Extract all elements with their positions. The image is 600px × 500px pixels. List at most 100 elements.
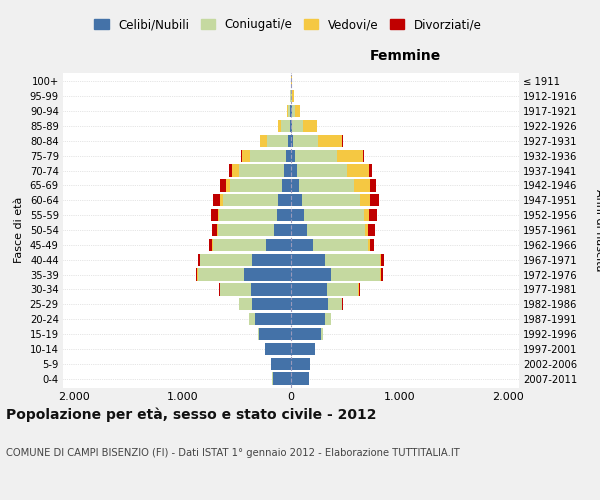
Bar: [347, 164, 368, 176]
Bar: [331, 268, 380, 280]
Bar: [304, 209, 364, 221]
Bar: [250, 150, 286, 162]
Bar: [291, 150, 295, 162]
Bar: [307, 224, 365, 236]
Bar: [302, 194, 361, 206]
Bar: [260, 135, 266, 147]
Bar: [293, 135, 318, 147]
Text: COMUNE DI CAMPI BISENZIO (FI) - Dati ISTAT 1° gennaio 2012 - Elaborazione TUTTIT: COMUNE DI CAMPI BISENZIO (FI) - Dati IST…: [6, 448, 460, 458]
Bar: [251, 284, 291, 296]
Bar: [381, 254, 384, 266]
Bar: [295, 105, 300, 117]
Bar: [196, 268, 197, 280]
Bar: [318, 135, 342, 147]
Bar: [242, 150, 250, 162]
Bar: [211, 209, 218, 221]
Bar: [220, 284, 251, 296]
Bar: [197, 268, 244, 280]
Bar: [291, 284, 327, 296]
Bar: [291, 209, 304, 221]
Legend: Celibi/Nubili, Coniugati/e, Vedovi/e, Divorziati/e: Celibi/Nubili, Coniugati/e, Vedovi/e, Di…: [89, 14, 487, 36]
Bar: [291, 120, 292, 132]
Bar: [327, 284, 358, 296]
Bar: [239, 164, 284, 176]
Bar: [362, 150, 364, 162]
Bar: [380, 254, 381, 266]
Bar: [359, 284, 360, 296]
Bar: [368, 164, 373, 176]
Bar: [370, 180, 376, 192]
Bar: [226, 180, 230, 192]
Bar: [370, 194, 379, 206]
Bar: [220, 180, 226, 192]
Bar: [278, 194, 291, 206]
Bar: [291, 239, 313, 251]
Bar: [299, 180, 354, 192]
Bar: [325, 313, 331, 325]
Bar: [288, 105, 290, 117]
Bar: [291, 372, 309, 384]
Bar: [291, 254, 325, 266]
Bar: [291, 194, 302, 206]
Bar: [288, 135, 291, 147]
Bar: [218, 224, 274, 236]
Bar: [239, 298, 253, 310]
Bar: [259, 328, 291, 340]
Bar: [369, 209, 377, 221]
Bar: [291, 164, 297, 176]
Bar: [217, 224, 218, 236]
Bar: [249, 313, 254, 325]
Bar: [253, 298, 291, 310]
Bar: [295, 150, 337, 162]
Bar: [229, 164, 232, 176]
Text: Femmine: Femmine: [370, 49, 440, 63]
Bar: [380, 268, 383, 280]
Bar: [214, 194, 220, 206]
Bar: [291, 328, 322, 340]
Bar: [220, 209, 277, 221]
Bar: [342, 135, 343, 147]
Bar: [272, 372, 291, 384]
Bar: [292, 105, 295, 117]
Bar: [291, 343, 315, 355]
Bar: [313, 239, 368, 251]
Bar: [291, 180, 299, 192]
Bar: [253, 254, 291, 266]
Y-axis label: Fasce di età: Fasce di età: [14, 197, 24, 263]
Bar: [364, 209, 369, 221]
Bar: [200, 254, 253, 266]
Bar: [213, 239, 266, 251]
Bar: [274, 224, 291, 236]
Bar: [291, 224, 307, 236]
Bar: [365, 224, 368, 236]
Bar: [271, 358, 291, 370]
Bar: [278, 120, 281, 132]
Bar: [290, 120, 291, 132]
Bar: [254, 313, 291, 325]
Bar: [292, 90, 294, 102]
Bar: [337, 150, 362, 162]
Bar: [361, 194, 370, 206]
Bar: [220, 194, 223, 206]
Bar: [258, 328, 259, 340]
Bar: [368, 224, 374, 236]
Bar: [325, 254, 380, 266]
Bar: [297, 164, 347, 176]
Bar: [322, 328, 323, 340]
Bar: [291, 135, 293, 147]
Bar: [223, 194, 278, 206]
Text: Popolazione per età, sesso e stato civile - 2012: Popolazione per età, sesso e stato civil…: [6, 408, 377, 422]
Bar: [286, 150, 291, 162]
Bar: [232, 164, 239, 176]
Bar: [291, 313, 325, 325]
Bar: [291, 358, 310, 370]
Bar: [209, 239, 212, 251]
Bar: [244, 268, 291, 280]
Bar: [370, 239, 374, 251]
Bar: [230, 180, 283, 192]
Bar: [328, 298, 342, 310]
Bar: [218, 209, 220, 221]
Bar: [198, 254, 200, 266]
Bar: [292, 120, 303, 132]
Y-axis label: Anni di nascita: Anni di nascita: [595, 188, 600, 271]
